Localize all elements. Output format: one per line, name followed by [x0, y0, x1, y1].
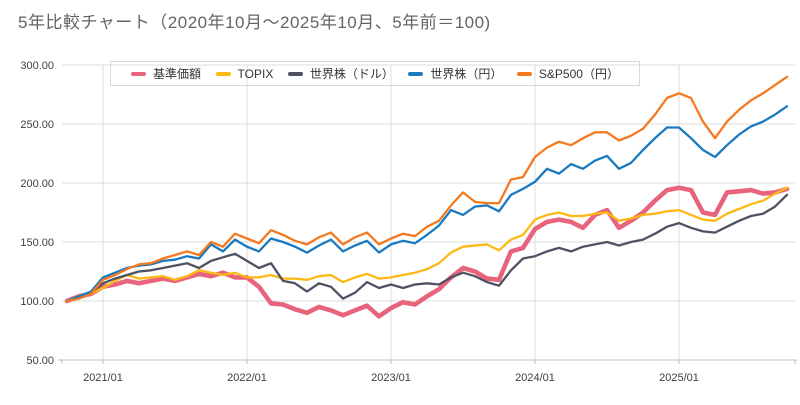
x-tick-label: 2025/01 — [659, 372, 699, 384]
y-tick-label: 50.00 — [26, 355, 54, 367]
chart-legend: 基準価額 TOPIX 世界株（ドル） 世界株（円） S&P500（円） — [110, 61, 640, 86]
y-tick-label: 300.00 — [20, 60, 54, 72]
series-line-sp500-jpy — [65, 75, 789, 303]
series-line-world-stocks-jpy — [65, 105, 789, 303]
legend-swatch-fund-nav — [131, 71, 146, 76]
legend-item-world-stocks-usd: 世界株（ドル） — [287, 65, 394, 82]
x-tick-label: 2021/01 — [83, 372, 123, 384]
chart-title: 5年比較チャート（2020年10月～2025年10月、5年前＝100) — [18, 13, 491, 32]
legend-swatch-world-stocks-usd — [287, 71, 303, 76]
legend-swatch-world-stocks-jpy — [408, 71, 424, 76]
legend-item-topix: TOPIX — [215, 66, 274, 81]
legend-label-world-stocks-jpy: 世界株（円） — [430, 67, 503, 81]
x-tick-label: 2024/01 — [515, 372, 555, 384]
y-tick-label: 250.00 — [20, 119, 54, 131]
legend-item-sp500-jpy: S&P500（円） — [516, 65, 619, 82]
series-line-topix — [65, 186, 789, 303]
x-tick-label: 2023/01 — [371, 372, 411, 384]
legend-item-fund-nav: 基準価額 — [131, 65, 201, 82]
legend-swatch-topix — [215, 71, 231, 76]
legend-label-topix: TOPIX — [237, 66, 274, 81]
legend-label-world-stocks-usd: 世界株（ドル） — [309, 67, 394, 81]
legend-label-fund-nav: 基準価額 — [153, 67, 202, 81]
legend-swatch-sp500-jpy — [516, 71, 532, 76]
x-tick-label: 2022/01 — [227, 372, 267, 384]
y-tick-label: 150.00 — [20, 237, 54, 249]
legend-item-world-stocks-jpy: 世界株（円） — [408, 65, 502, 82]
y-tick-label: 200.00 — [20, 178, 54, 190]
legend-label-sp500-jpy: S&P500（円） — [538, 67, 619, 81]
y-tick-label: 100.00 — [20, 296, 54, 308]
series-line-world-stocks-usd — [65, 193, 789, 303]
